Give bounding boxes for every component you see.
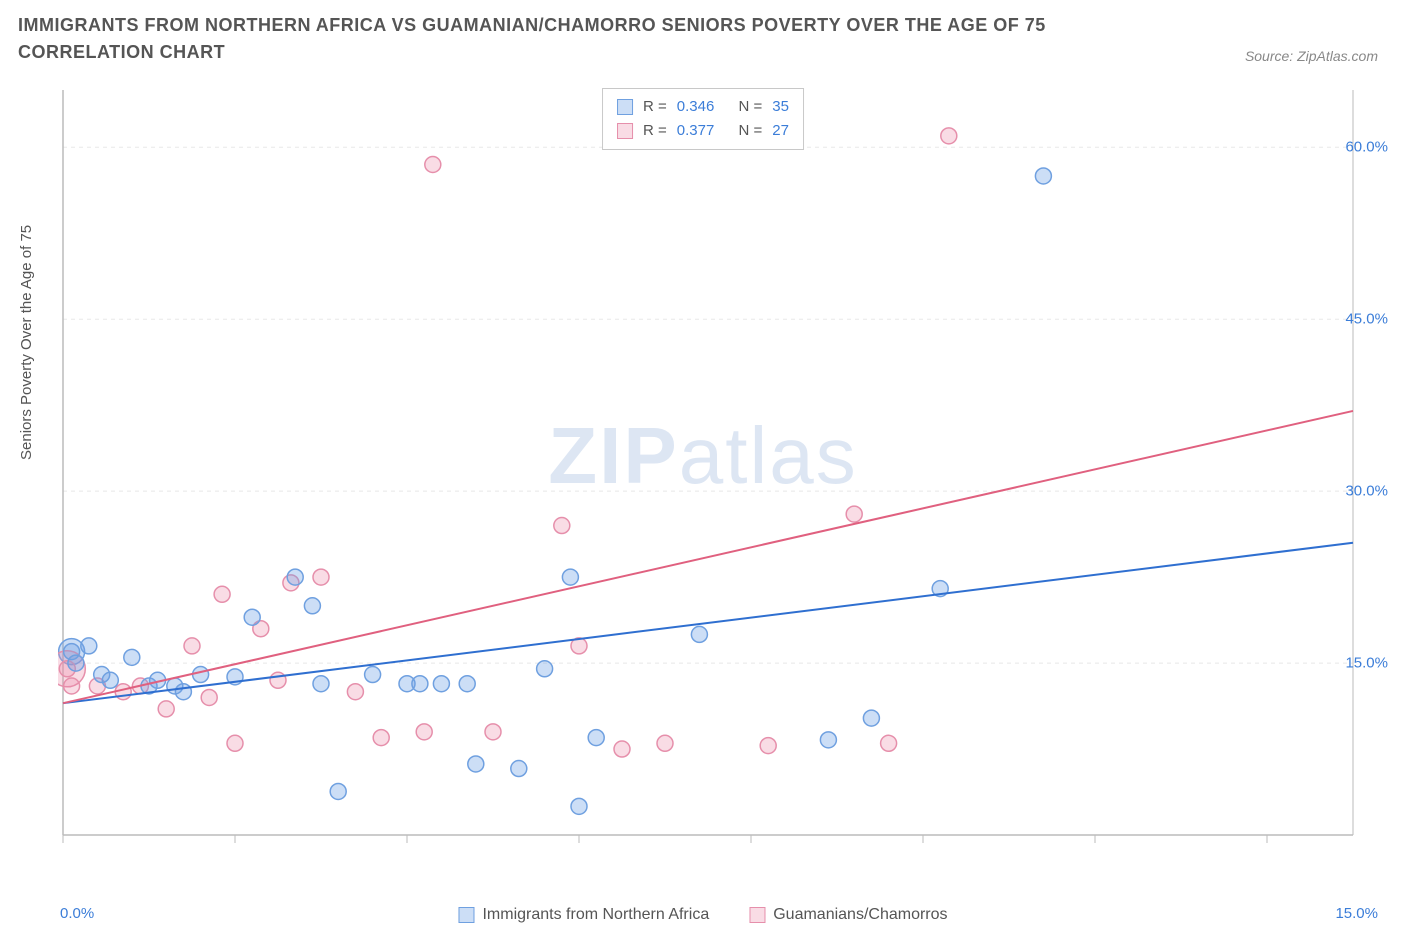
- swatch-series-0-bottom: [458, 907, 474, 923]
- legend-label-1: Guamanians/Chamorros: [773, 906, 947, 923]
- x-axis-max-label: 15.0%: [1335, 905, 1378, 922]
- y-axis-label: Seniors Poverty Over the Age of 75: [18, 225, 35, 460]
- swatch-series-1: [617, 123, 633, 139]
- y-tick-label: 30.0%: [1345, 483, 1388, 500]
- swatch-series-0: [617, 99, 633, 115]
- y-tick-label: 60.0%: [1345, 139, 1388, 156]
- stats-row-series-1: R = 0.377 N = 27: [617, 119, 789, 143]
- n-label: N =: [739, 95, 763, 119]
- series-legend: Immigrants from Northern Africa Guamania…: [458, 906, 947, 924]
- r-label: R =: [643, 119, 667, 143]
- n-label: N =: [739, 119, 763, 143]
- r-value-1: 0.377: [677, 119, 715, 143]
- r-value-0: 0.346: [677, 95, 715, 119]
- chart-title: IMMIGRANTS FROM NORTHERN AFRICA VS GUAMA…: [18, 12, 1118, 66]
- r-label: R =: [643, 95, 667, 119]
- stats-legend: R = 0.346 N = 35 R = 0.377 N = 27: [602, 88, 804, 150]
- y-tick-label: 15.0%: [1345, 655, 1388, 672]
- legend-item-1: Guamanians/Chamorros: [749, 906, 947, 924]
- n-value-0: 35: [772, 95, 789, 119]
- y-tick-label: 45.0%: [1345, 311, 1388, 328]
- swatch-series-1-bottom: [749, 907, 765, 923]
- n-value-1: 27: [772, 119, 789, 143]
- x-axis-min-label: 0.0%: [60, 905, 94, 922]
- scatter-chart: [58, 85, 1358, 860]
- stats-row-series-0: R = 0.346 N = 35: [617, 95, 789, 119]
- source-attribution: Source: ZipAtlas.com: [1245, 48, 1378, 64]
- legend-item-0: Immigrants from Northern Africa: [458, 906, 709, 924]
- legend-label-0: Immigrants from Northern Africa: [482, 906, 709, 923]
